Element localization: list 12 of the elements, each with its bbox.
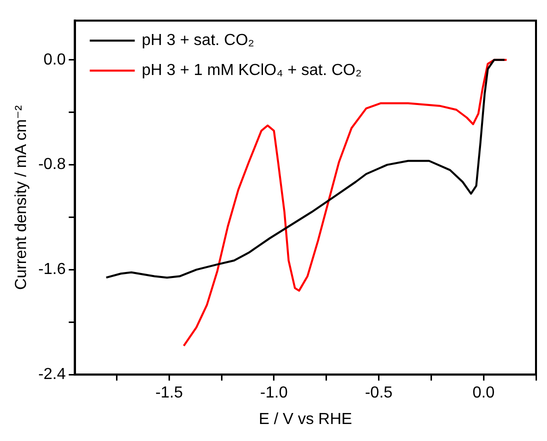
x-tick-label: 0.0 [472, 384, 495, 402]
legend-label: pH 3 + sat. CO₂ [142, 32, 254, 50]
x-tick-label: -1.5 [155, 384, 183, 402]
x-axis-title: E / V vs RHE [258, 410, 352, 428]
y-tick-label: -0.8 [38, 156, 66, 174]
y-axis-title: Current density / mA cm⁻² [13, 104, 30, 290]
y-tick-label: 0.0 [44, 51, 66, 68]
y-tick-label: -1.6 [38, 261, 66, 278]
x-tick-label: -0.5 [364, 384, 393, 402]
legend-label: pH 3 + 1 mM KClO₄ + sat. CO₂ [142, 62, 362, 80]
x-tick-label: -1.0 [260, 384, 288, 402]
y-tick-label: -2.4 [38, 366, 66, 384]
